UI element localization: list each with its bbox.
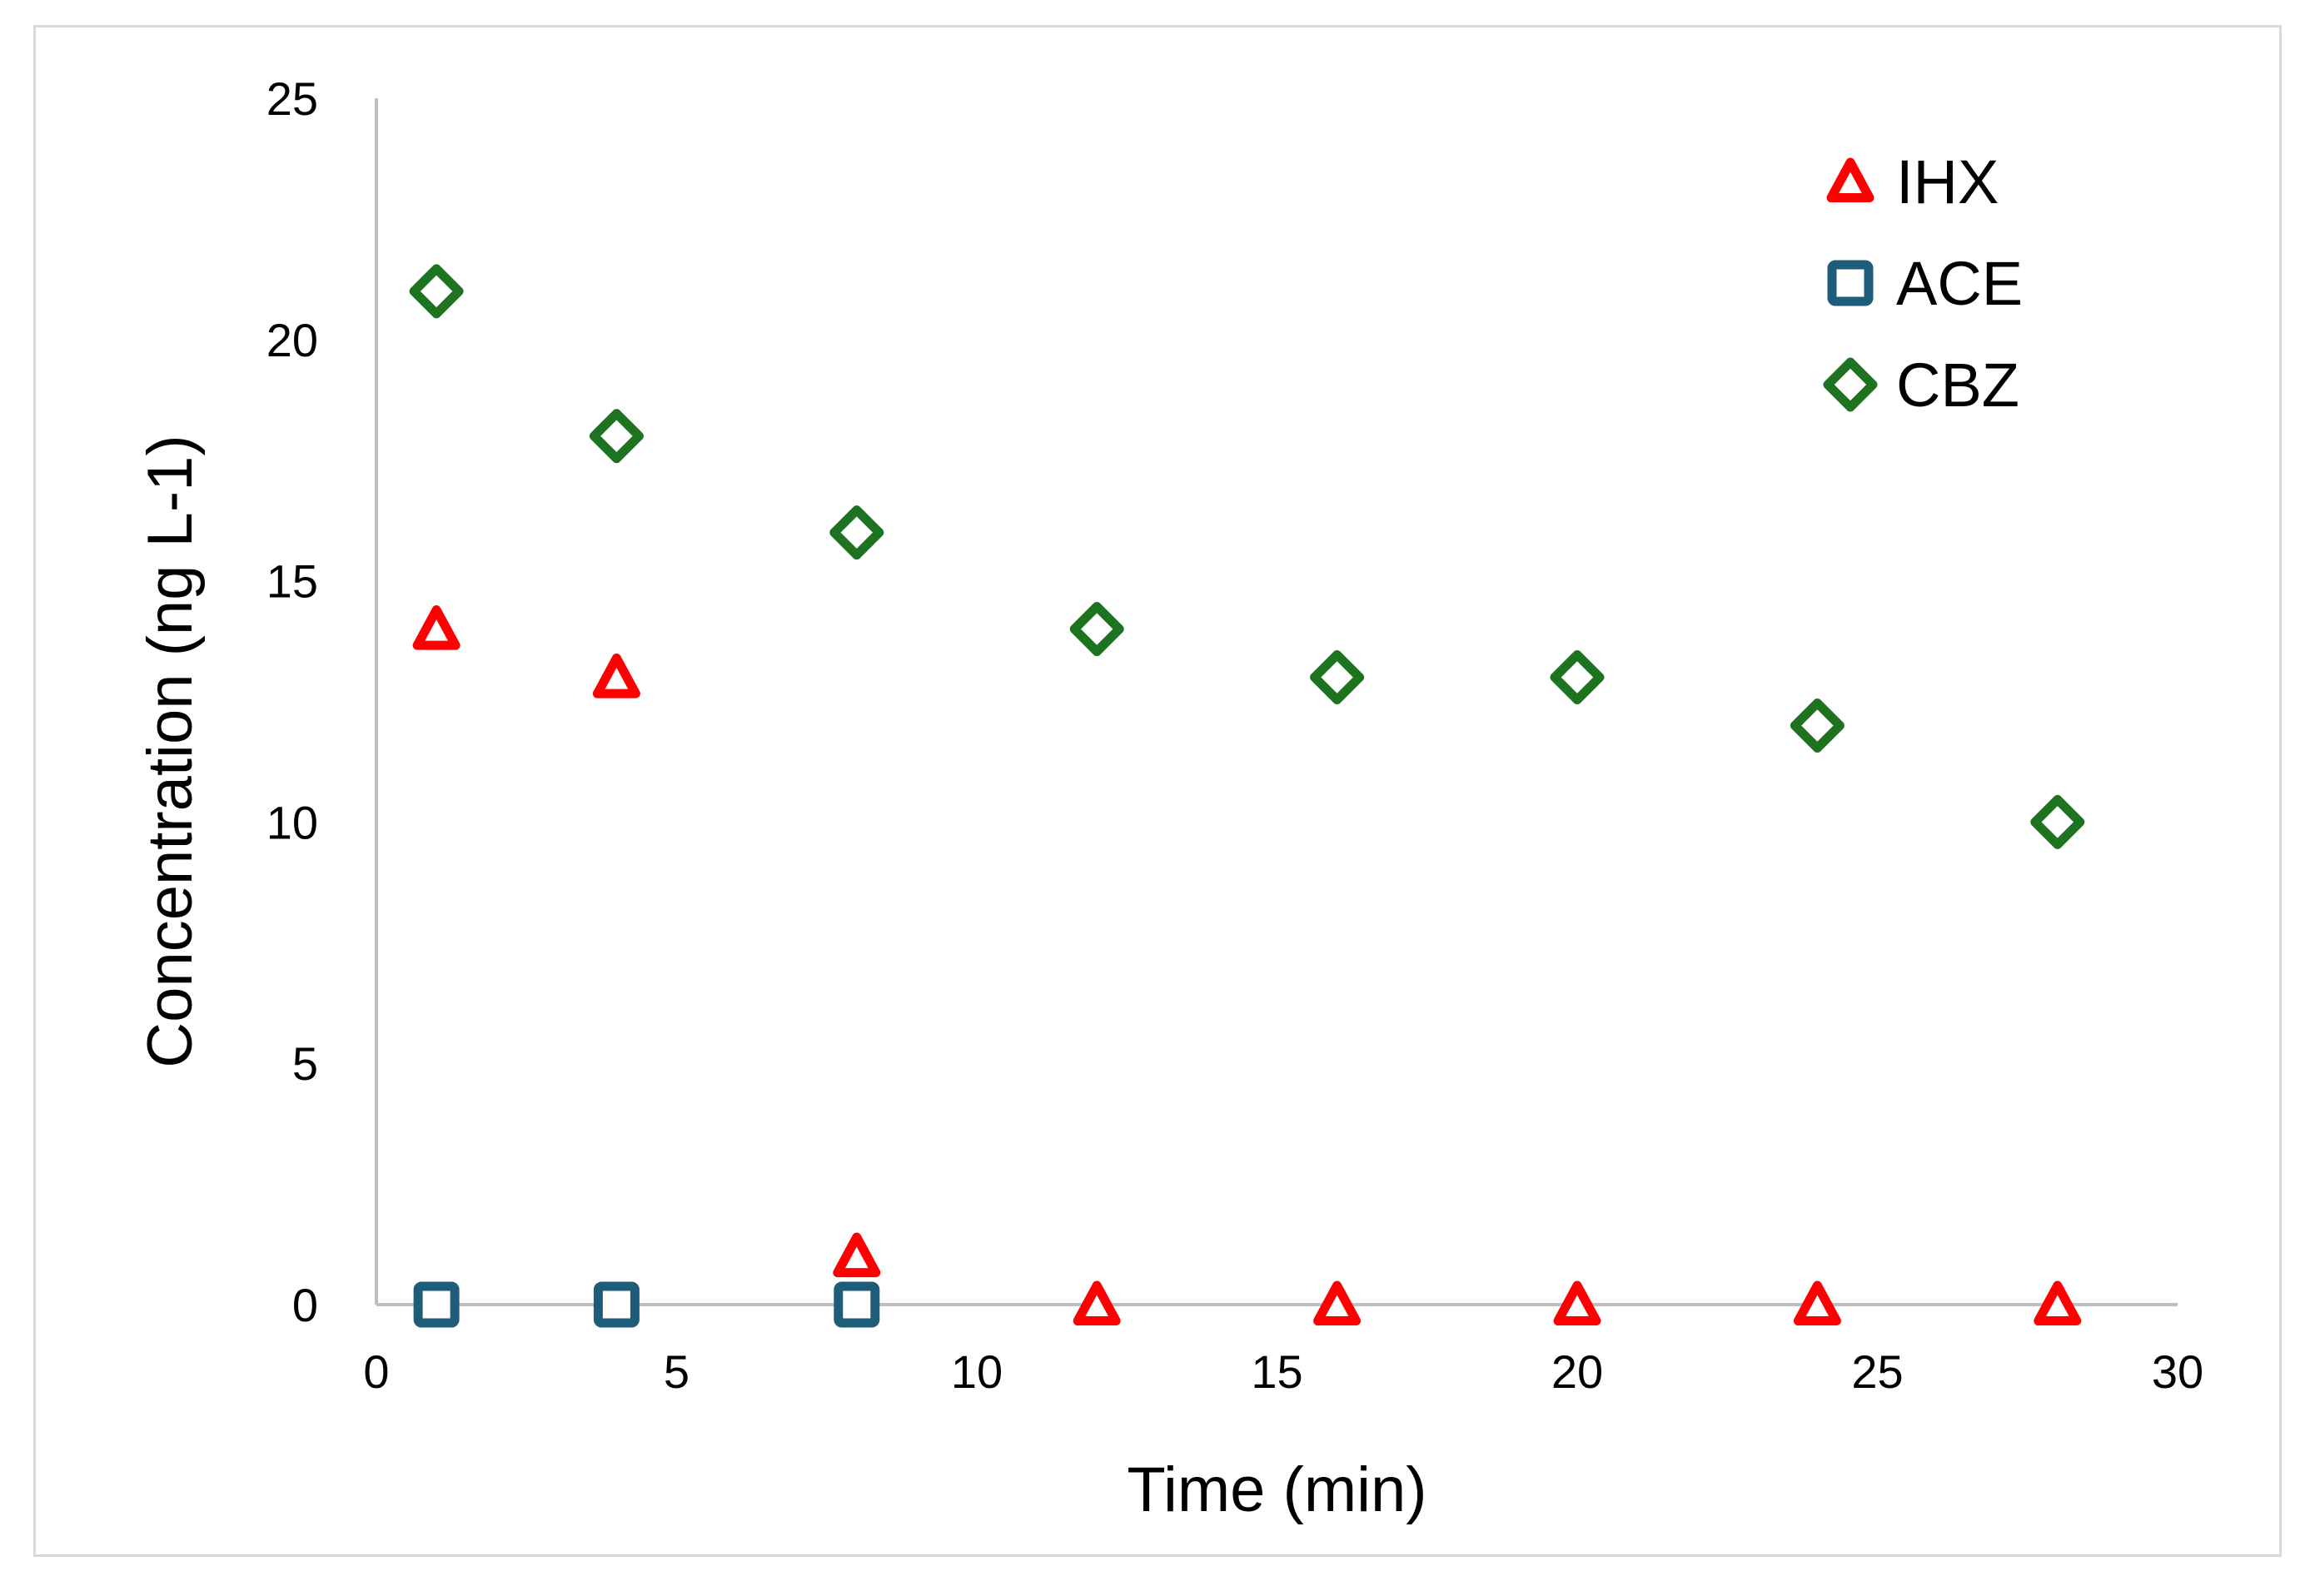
x-tick-labels: 0 5 10 15 20 25 30 [363, 1345, 2203, 1398]
data-point-cbz [589, 409, 644, 464]
y-tick-label: 5 [292, 1037, 318, 1090]
legend-item-ihx: IHX [1826, 147, 1999, 216]
data-point-ihx [1073, 1280, 1121, 1326]
data-point-ace [834, 1281, 880, 1328]
data-point-ihx [1553, 1280, 1601, 1326]
data-point-ihx [592, 654, 640, 699]
x-tick-label: 25 [1851, 1345, 1903, 1398]
y-tick-label: 10 [266, 796, 318, 848]
x-tick-label: 30 [2152, 1345, 2203, 1398]
data-point-ace [413, 1281, 460, 1328]
data-point-cbz [829, 505, 884, 560]
legend-marker-cbz [1823, 357, 1878, 412]
legend-marker-ihx [1826, 157, 1874, 203]
y-axis-title: Concentration (ng L-1) [135, 435, 206, 1067]
x-tick-label: 5 [664, 1345, 690, 1398]
chart-frame [33, 25, 2282, 1557]
legend-label-ace: ACE [1896, 249, 2023, 318]
y-tick-label: 20 [266, 314, 318, 366]
legend-label-cbz: CBZ [1896, 351, 2019, 420]
data-point-ihx [1313, 1280, 1362, 1326]
legend: IHX ACE CBZ [1823, 147, 2023, 420]
data-point-cbz [1550, 650, 1605, 705]
data-point-ihx [1793, 1280, 1841, 1326]
x-tick-label: 15 [1251, 1345, 1302, 1398]
legend-marker-ace [1827, 260, 1874, 306]
data-point-cbz [1310, 650, 1365, 705]
data-point-ihx [412, 605, 461, 650]
legend-item-cbz: CBZ [1823, 351, 2019, 420]
y-tick-label: 25 [266, 72, 318, 125]
data-point-ihx [833, 1232, 881, 1278]
series-cbz [409, 264, 2085, 849]
y-tick-label: 15 [266, 555, 318, 608]
x-tick-label: 20 [1551, 1345, 1603, 1398]
data-point-cbz [1790, 698, 1845, 753]
x-tick-label: 0 [363, 1345, 389, 1398]
data-point-cbz [1069, 602, 1124, 657]
legend-label-ihx: IHX [1896, 147, 1999, 216]
series-ihx [412, 605, 2082, 1326]
x-axis-title: Time (min) [1127, 1454, 1426, 1525]
axes [375, 98, 2178, 1306]
series-ace [413, 1281, 880, 1328]
data-point-ihx [2034, 1280, 2082, 1326]
data-point-cbz [2030, 794, 2085, 849]
y-tick-labels: 0 5 10 15 20 25 [266, 72, 318, 1331]
x-tick-label: 10 [951, 1345, 1003, 1398]
y-tick-label: 0 [292, 1279, 318, 1331]
legend-item-ace: ACE [1827, 249, 2023, 318]
data-points [409, 264, 2085, 1328]
data-point-ace [593, 1281, 640, 1328]
data-point-cbz [409, 264, 464, 319]
